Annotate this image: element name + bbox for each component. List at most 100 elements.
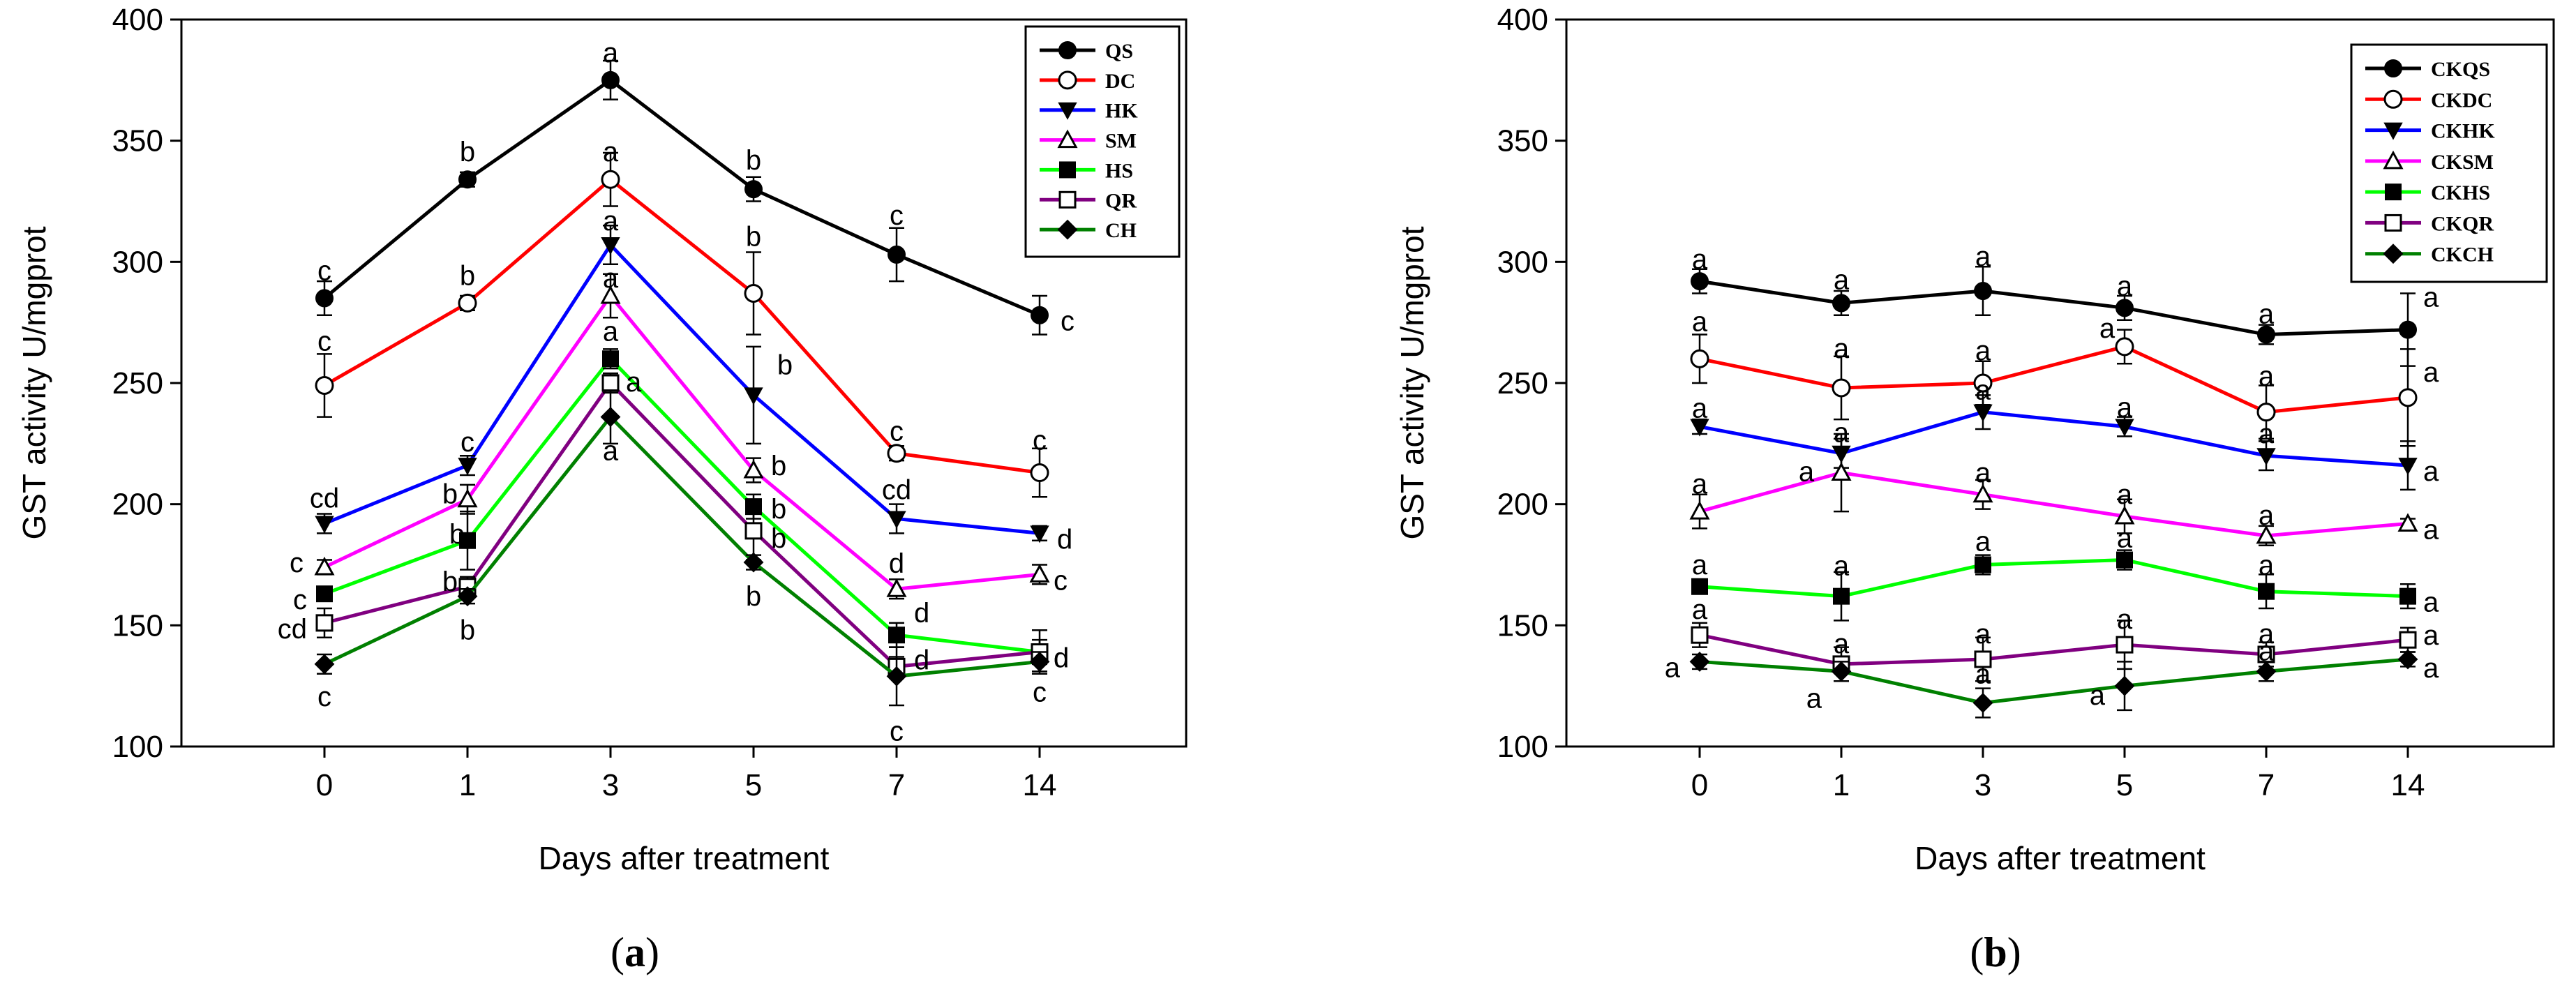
legend-entry: CKCH	[2431, 243, 2494, 267]
legend-marker	[1057, 219, 1078, 240]
significance-label: b	[771, 523, 786, 554]
panel-a: 100 150 200 250 300 350 400 0 1 3 5 7 14 Days after t…	[16, 3, 1188, 975]
series-line	[324, 242, 1040, 535]
legend-entry: QR	[1105, 189, 1137, 212]
significance-label: a	[1834, 333, 1850, 364]
data-point	[458, 458, 477, 476]
data-point	[2258, 583, 2275, 600]
series-hk: cd c a b cd d	[310, 206, 1072, 555]
panel-label: (b)	[1970, 929, 2021, 975]
data-point	[1691, 626, 1709, 644]
data-point	[1832, 378, 1851, 398]
significance-label: cd	[310, 483, 339, 513]
legend-marker	[2383, 122, 2403, 140]
x-axis-title: Days after treatment	[1915, 840, 2206, 876]
data-point	[1029, 564, 1050, 583]
data-point	[315, 375, 334, 395]
significance-label: b	[777, 350, 793, 380]
y-tick-label: 400	[1497, 3, 1548, 37]
data-point	[458, 293, 477, 313]
significance-label: a	[1834, 629, 1850, 659]
y-tick-label: 150	[1497, 608, 1548, 643]
significance-label: a	[1692, 550, 1708, 580]
legend-entry: CH	[1105, 219, 1137, 242]
data-point	[1690, 419, 1709, 437]
significance-label: a	[2259, 636, 2275, 666]
data-point	[1974, 650, 1992, 668]
series-ckhs: a aa aaa	[1691, 523, 2439, 622]
legend-entry: QS	[1105, 40, 1133, 63]
data-point	[2256, 403, 2276, 422]
y-tick-label: 200	[1497, 488, 1548, 522]
data-point	[2399, 587, 2416, 605]
significance-label: a	[1692, 393, 1708, 424]
significance-label: c	[890, 716, 904, 747]
data-point	[315, 614, 334, 632]
y-tick-label: 350	[1497, 124, 1548, 158]
data-point	[2114, 675, 2135, 696]
significance-label: c	[890, 200, 904, 231]
legend-entry: CKSM	[2431, 151, 2494, 174]
data-point	[600, 285, 621, 304]
legend-entry: HS	[1105, 159, 1133, 182]
significance-label: a	[1975, 619, 1991, 650]
significance-label: a	[626, 367, 642, 398]
significance-label: a	[1975, 336, 1991, 366]
legend-entry: CKQS	[2431, 58, 2490, 81]
data-point	[887, 511, 906, 529]
significance-label: a	[1692, 244, 1708, 275]
significance-label: a	[2423, 587, 2439, 618]
series-ckch: a a a a a a	[1665, 636, 2439, 719]
significance-label: d	[889, 548, 904, 579]
series-line	[323, 414, 1040, 678]
significance-label: d	[914, 598, 929, 629]
data-point	[316, 585, 333, 603]
data-point	[888, 627, 905, 644]
significance-label: c	[317, 326, 331, 357]
significance-label: a	[1834, 551, 1850, 582]
legend-entry: CKQR	[2431, 212, 2494, 235]
data-point	[2115, 419, 2134, 437]
series-cksm: a a aaa a	[1689, 433, 2439, 546]
x-tick-label: 7	[888, 768, 905, 802]
legend-marker	[1057, 129, 1078, 149]
significance-label: a	[603, 137, 619, 167]
data-point	[601, 70, 620, 89]
data-point	[457, 488, 478, 508]
series-line	[323, 77, 1040, 317]
x-tick-label: 3	[602, 768, 619, 802]
significance-label: c	[290, 548, 304, 578]
series-line	[324, 380, 1040, 668]
significance-label: a	[2423, 456, 2439, 487]
significance-label: b	[460, 137, 475, 167]
series-line	[1699, 633, 2409, 666]
y-tick-label: 400	[112, 3, 163, 37]
series-ckdc: aa aaa a	[1690, 306, 2439, 447]
data-point	[1833, 587, 1850, 605]
data-point	[1689, 652, 1710, 672]
data-point	[601, 374, 620, 392]
significance-label: a	[2090, 680, 2106, 711]
data-point	[2256, 448, 2276, 466]
significance-label: a	[1799, 457, 1815, 488]
data-point	[1029, 652, 1050, 672]
data-point	[1690, 349, 1709, 368]
data-point	[2256, 661, 2277, 682]
data-point	[887, 444, 906, 463]
data-point	[1691, 272, 1709, 291]
data-point	[1975, 556, 1991, 573]
significance-label: a	[2423, 653, 2439, 684]
data-point	[2398, 388, 2418, 407]
legend-marker	[1059, 161, 1076, 179]
series-line	[323, 292, 1040, 591]
significance-label: a	[2117, 604, 2133, 635]
x-tick-label: 5	[2116, 768, 2133, 802]
significance-label: a	[1975, 527, 1991, 557]
data-point	[458, 170, 477, 189]
significance-label: a	[2423, 283, 2439, 313]
significance-label: d	[1054, 643, 1069, 674]
significance-label: a	[2117, 479, 2133, 510]
